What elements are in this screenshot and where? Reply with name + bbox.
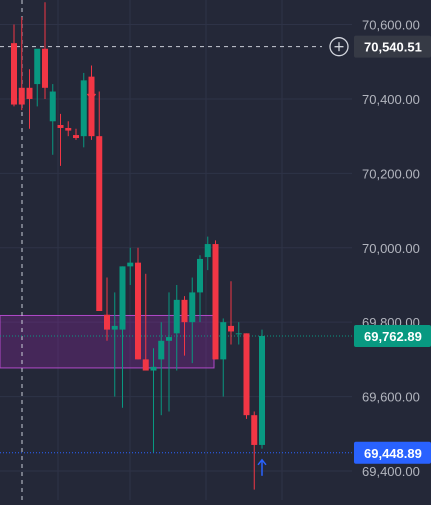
- candle-body: [197, 258, 203, 293]
- candle-body: [173, 299, 180, 334]
- candle[interactable]: [228, 281, 234, 345]
- candle-body: [150, 366, 157, 371]
- candle-body: [189, 292, 196, 323]
- y-axis-tick-label: 69,600.00: [362, 390, 420, 405]
- candle-body: [135, 262, 141, 360]
- candle-body: [42, 48, 48, 88]
- candle[interactable]: [212, 240, 219, 360]
- candle-body: [212, 244, 219, 360]
- candle-body: [158, 340, 165, 360]
- last-price-label-bg: [354, 324, 431, 347]
- candle[interactable]: [88, 65, 95, 140]
- candle[interactable]: [18, 17, 25, 111]
- candle[interactable]: [11, 24, 17, 107]
- candle[interactable]: [150, 348, 157, 453]
- candle[interactable]: [57, 113, 64, 166]
- low-price-label: 69,448.89: [364, 446, 422, 461]
- candle-body: [259, 335, 265, 445]
- y-axis-tick-label: 70,200.00: [362, 166, 420, 181]
- candle-body: [34, 48, 41, 85]
- candle-body: [127, 262, 134, 267]
- candle-body: [11, 43, 17, 105]
- candle-body: [18, 87, 25, 105]
- candle[interactable]: [181, 296, 188, 356]
- candle[interactable]: [49, 84, 56, 155]
- candle[interactable]: [158, 322, 165, 416]
- candle[interactable]: [65, 121, 72, 137]
- candle-body: [220, 322, 227, 360]
- candle[interactable]: [26, 69, 33, 129]
- candle[interactable]: [96, 91, 103, 312]
- candle-body: [111, 325, 118, 330]
- candle[interactable]: [104, 277, 110, 341]
- candle-body: [142, 359, 149, 371]
- candle-body: [181, 299, 188, 323]
- candle-body: [251, 415, 258, 445]
- last-price-label: 69,762.89: [364, 329, 422, 344]
- candle-body: [204, 244, 211, 258]
- candle[interactable]: [220, 318, 227, 397]
- candle[interactable]: [119, 266, 126, 408]
- candle[interactable]: [204, 236, 211, 271]
- arrow-head: [257, 458, 267, 466]
- candle-body: [26, 87, 33, 99]
- candle[interactable]: [251, 411, 258, 490]
- candle-body: [65, 127, 72, 131]
- candle[interactable]: [142, 273, 149, 371]
- candle[interactable]: [80, 72, 87, 148]
- candle[interactable]: [166, 292, 172, 412]
- crosshair-price-label: 70,540.51: [364, 40, 422, 55]
- candle[interactable]: [42, 2, 48, 99]
- y-axis-tick-label: 70,400.00: [362, 92, 420, 107]
- candle[interactable]: [259, 329, 265, 449]
- y-axis-tick-label: 70,000.00: [362, 241, 420, 256]
- candle[interactable]: [73, 128, 79, 140]
- arrow-head: [86, 93, 97, 101]
- candle[interactable]: [111, 292, 118, 397]
- candle[interactable]: [243, 333, 250, 419]
- candle-body: [49, 91, 56, 122]
- y-axis-tick-label: 69,400.00: [362, 464, 420, 479]
- candle-body: [57, 125, 64, 128]
- candle[interactable]: [173, 284, 180, 371]
- candle[interactable]: [197, 255, 203, 323]
- arrow-down-icon: [86, 82, 97, 101]
- candle-body: [119, 266, 126, 330]
- y-axis-tick-label: 70,600.00: [362, 18, 420, 33]
- candle-body: [235, 333, 242, 335]
- candle[interactable]: [135, 247, 141, 360]
- low-price-label-bg: [354, 441, 431, 464]
- candle[interactable]: [189, 277, 196, 364]
- candle-body: [228, 325, 234, 332]
- candle-body: [243, 333, 250, 416]
- candle-body: [96, 136, 103, 312]
- candle-body: [73, 135, 79, 139]
- candle-body: [104, 314, 110, 330]
- candle[interactable]: [127, 247, 134, 285]
- candle-body: [166, 337, 172, 341]
- candle[interactable]: [34, 48, 41, 107]
- candle-body: [80, 80, 87, 137]
- candle-body: [88, 76, 95, 137]
- crosshair-price-label-bg: [354, 35, 431, 58]
- candle[interactable]: [235, 322, 242, 345]
- add-alert-button[interactable]: [329, 37, 349, 57]
- arrow-up-icon: [257, 458, 267, 476]
